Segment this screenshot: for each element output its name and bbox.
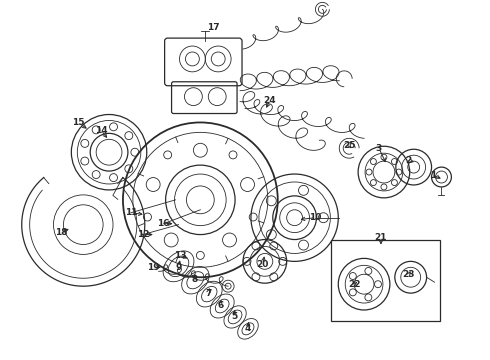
Text: 25: 25 (343, 141, 355, 150)
Text: 7: 7 (205, 289, 212, 298)
Text: 3: 3 (376, 144, 382, 153)
Text: 8: 8 (191, 275, 197, 284)
Text: 1: 1 (430, 171, 437, 180)
Text: 19: 19 (147, 263, 160, 272)
Text: 2: 2 (406, 156, 412, 165)
Text: 13: 13 (174, 251, 187, 260)
Text: 18: 18 (55, 228, 68, 237)
Text: 12: 12 (137, 230, 149, 239)
Text: 14: 14 (95, 126, 107, 135)
Text: 23: 23 (402, 270, 415, 279)
Text: 15: 15 (72, 118, 85, 127)
Text: 16: 16 (157, 219, 170, 228)
Text: 20: 20 (257, 260, 269, 269)
Text: 5: 5 (231, 312, 237, 321)
Text: 4: 4 (245, 324, 251, 333)
Text: 24: 24 (264, 96, 276, 105)
Text: 10: 10 (309, 213, 321, 222)
Text: 11: 11 (124, 208, 137, 217)
Text: 21: 21 (375, 233, 387, 242)
Text: 6: 6 (217, 301, 223, 310)
Bar (331, 239, 441, 321)
Text: 17: 17 (207, 23, 220, 32)
Text: 22: 22 (348, 280, 361, 289)
Text: 9: 9 (175, 263, 182, 272)
